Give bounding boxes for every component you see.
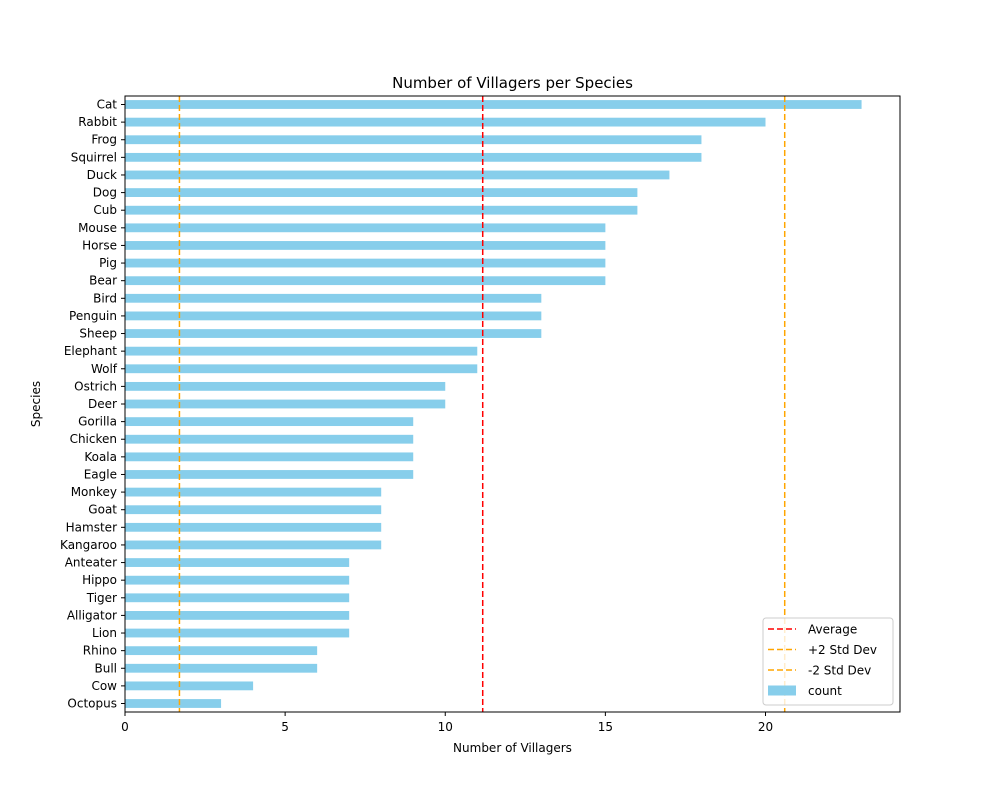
legend-label: -2 Std Dev (808, 664, 871, 678)
y-tick-label: Bear (89, 274, 117, 288)
bar-goat (125, 505, 382, 515)
y-tick-label: Tiger (86, 591, 117, 605)
x-tick-label: 15 (598, 720, 613, 734)
y-tick-label: Anteater (65, 556, 117, 570)
reference-lines-layer (178, 96, 786, 712)
bar-frog (125, 135, 702, 145)
y-tick-label: Rhino (83, 644, 117, 658)
bar-chicken (125, 434, 414, 444)
bar-hamster (125, 522, 382, 532)
y-tick-label: Lion (92, 626, 117, 640)
legend-swatch (768, 685, 796, 696)
x-axis-label: Number of Villagers (453, 741, 572, 755)
y-tick-label: Frog (91, 133, 117, 147)
y-tick-label: Squirrel (71, 150, 117, 164)
y-tick-label: Duck (87, 168, 117, 182)
y-tick-label: Elephant (64, 344, 117, 358)
bars-layer (125, 100, 862, 708)
y-tick-label: Cat (97, 98, 118, 112)
y-tick-label: Koala (84, 450, 117, 464)
y-tick-label: Chicken (70, 432, 117, 446)
y-tick-label: Pig (99, 256, 117, 270)
y-tick-label: Monkey (71, 485, 117, 499)
y-tick-label: Hamster (66, 520, 117, 534)
bar-wolf (125, 364, 478, 374)
legend: Average +2 Std Dev -2 Std Dev count (762, 617, 894, 706)
x-axis-ticks: 0 5 10 15 20 (121, 712, 773, 734)
y-tick-label: Dog (93, 186, 117, 200)
chart-title: Number of Villagers per Species (392, 74, 633, 92)
x-tick-label: 10 (438, 720, 453, 734)
x-tick-label: 0 (121, 720, 129, 734)
bar-koala (125, 452, 414, 462)
y-tick-label: Rabbit (78, 115, 117, 129)
bar-mouse (125, 223, 606, 233)
y-tick-label: Bird (93, 291, 117, 305)
bar-eagle (125, 470, 414, 479)
x-tick-label: 20 (758, 720, 773, 734)
bar-hippo (125, 575, 350, 585)
bar-tiger (125, 593, 350, 603)
bar-horse (125, 241, 606, 250)
bar-octopus (125, 699, 222, 708)
bar-squirrel (125, 152, 702, 162)
y-tick-label: Octopus (67, 697, 117, 711)
y-tick-label: Mouse (78, 221, 117, 235)
bar-elephant (125, 346, 478, 356)
x-tick-label: 5 (281, 720, 289, 734)
y-tick-label: Horse (82, 238, 117, 252)
y-tick-label: Kangaroo (60, 538, 117, 552)
legend-label: Average (808, 623, 857, 637)
bar-cub (125, 205, 638, 215)
y-axis-ticks: Cat Rabbit Frog Squirrel Duck Dog Cub Mouse Hors… (60, 98, 125, 711)
bar-cat (125, 100, 862, 109)
legend-label: count (808, 684, 842, 698)
bar-kangaroo (125, 540, 382, 550)
bar-lion (125, 628, 350, 638)
bar-rhino (125, 646, 318, 656)
y-axis-label: Species (29, 381, 43, 427)
bar-anteater (125, 558, 350, 567)
bar-sheep (125, 329, 542, 338)
bar-deer (125, 399, 446, 409)
y-tick-label: Goat (88, 503, 117, 517)
y-tick-label: Eagle (84, 467, 117, 481)
y-tick-label: Cow (91, 679, 117, 693)
y-tick-label: Hippo (82, 573, 117, 587)
y-tick-label: Cub (93, 203, 117, 217)
y-tick-label: Ostrich (74, 379, 117, 393)
bar-alligator (125, 611, 350, 620)
bar-bull (125, 663, 318, 673)
y-tick-label: Alligator (67, 608, 117, 622)
y-tick-label: Sheep (79, 327, 117, 341)
legend-label: +2 Std Dev (808, 643, 877, 657)
y-tick-label: Bull (94, 661, 117, 675)
bar-penguin (125, 311, 542, 321)
bar-duck (125, 170, 670, 180)
bar-gorilla (125, 417, 414, 427)
y-tick-label: Wolf (91, 362, 118, 376)
y-tick-label: Gorilla (78, 415, 117, 429)
bar-ostrich (125, 381, 446, 391)
bar-dog (125, 188, 638, 197)
bar-bird (125, 293, 542, 303)
bar-pig (125, 258, 606, 268)
bar-bear (125, 276, 606, 286)
y-tick-label: Penguin (69, 309, 117, 323)
legend-items: Average +2 Std Dev -2 Std Dev count (768, 623, 877, 698)
bar-rabbit (125, 117, 766, 127)
y-tick-label: Deer (88, 397, 117, 411)
bar-monkey (125, 487, 382, 497)
bar-cow (125, 681, 254, 691)
legend-box (762, 617, 894, 706)
